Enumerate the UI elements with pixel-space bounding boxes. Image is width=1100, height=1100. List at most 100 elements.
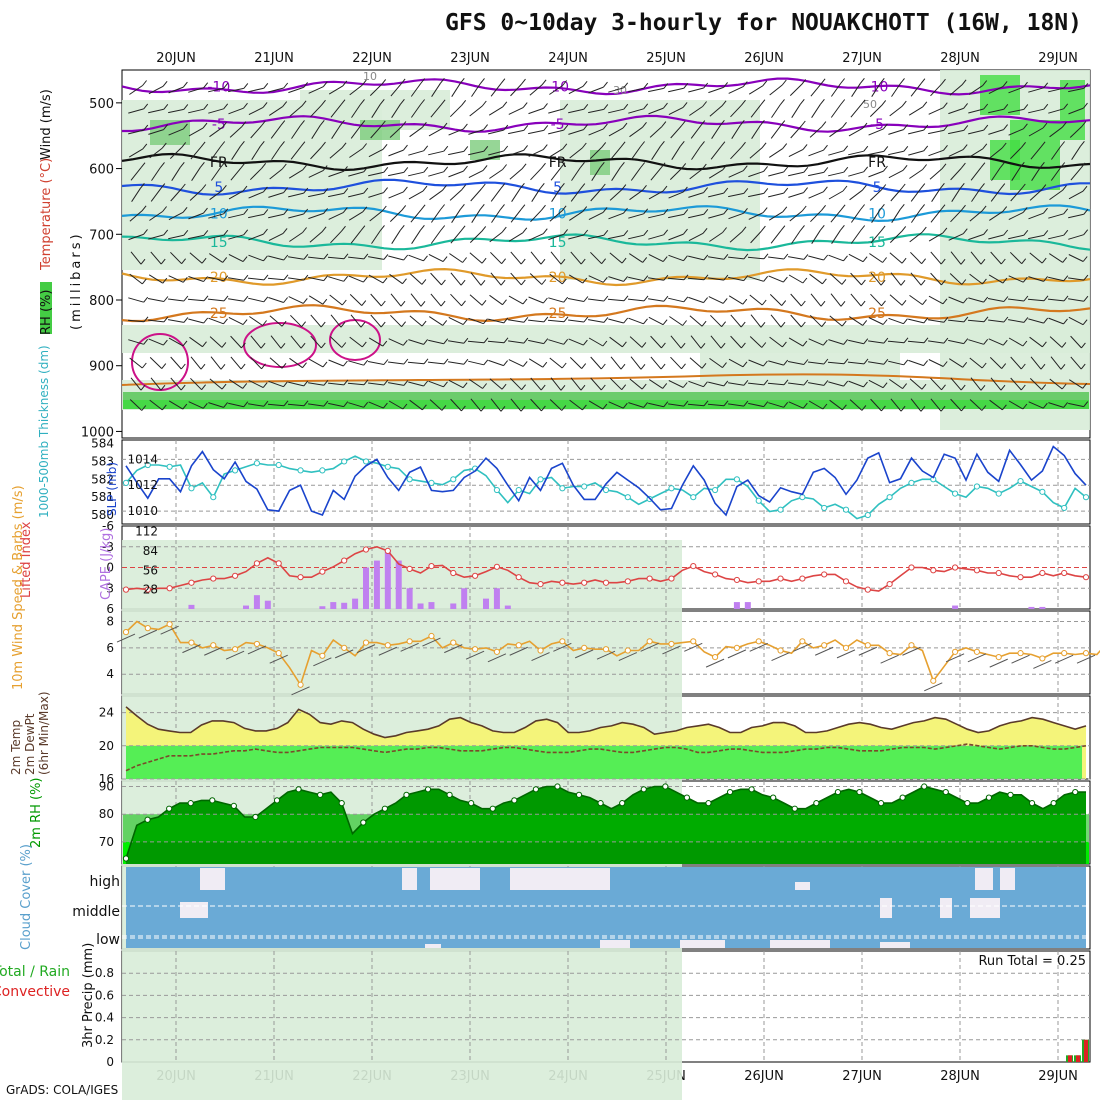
- wind-barb-flag: [283, 187, 288, 193]
- wind-barb-flag: [242, 185, 248, 192]
- wind-barb: [330, 104, 342, 118]
- wind-barb-flag: [543, 103, 548, 109]
- wind-barb-flag: [1063, 318, 1068, 325]
- wind-barb-flag: [323, 253, 329, 260]
- wind-barb-flag: [280, 141, 285, 147]
- wind-barb-flag: [880, 203, 885, 210]
- wind-barb-flag: [821, 121, 827, 127]
- wind-barb-flag: [803, 379, 809, 386]
- wind-barb-flag: [800, 321, 806, 328]
- wind-barb-flag: [183, 123, 188, 130]
- wind-barb-flag: [220, 162, 225, 168]
- wind-barb-flag: [140, 182, 145, 189]
- wind-barb-flag: [803, 187, 808, 193]
- wind-barb-flag: [983, 316, 989, 323]
- wind-speed-line-marker: [973, 648, 981, 655]
- wind-barb-flag: [482, 165, 488, 171]
- wind-barb-flag: [1001, 142, 1007, 149]
- wind-barb-flag: [302, 227, 307, 233]
- wind-barb-flag: [462, 257, 467, 263]
- wind-barb-flag: [561, 205, 567, 212]
- wind-barb-flag: [520, 182, 525, 189]
- wind-barb: [949, 273, 963, 285]
- wind-barb: [1028, 276, 1044, 282]
- wind-barb: [590, 377, 602, 391]
- wind-barb: [231, 146, 241, 160]
- wind-barb: [948, 149, 964, 157]
- wind-barb: [928, 359, 944, 367]
- wind-barb: [1069, 126, 1083, 138]
- wind-barb: [828, 190, 844, 200]
- surface-barb: [705, 658, 725, 668]
- wind-barb-flag: [383, 402, 388, 409]
- wind-barb: [428, 150, 444, 156]
- wind-barb-flag: [463, 337, 469, 344]
- wind-barb: [368, 337, 384, 347]
- wind-barb-flag: [183, 295, 189, 302]
- wind-barb: [408, 190, 424, 200]
- wind-barb-flag: [223, 103, 229, 110]
- wind-tick: 8: [106, 615, 114, 629]
- wind-barb: [347, 382, 365, 386]
- wind-barb: [330, 230, 342, 244]
- wind-barb-flag: [980, 183, 985, 189]
- wind-barb-flag: [923, 124, 929, 131]
- wind-barb: [628, 108, 644, 114]
- wind-barb: [348, 256, 364, 260]
- wind-barb-flag: [243, 102, 248, 109]
- wind-barb: [668, 254, 684, 262]
- wind-barb: [769, 294, 783, 306]
- wind-barb: [170, 377, 182, 391]
- wind-barb: [488, 359, 504, 367]
- wind-barb: [408, 254, 424, 262]
- wind-barb: [829, 126, 843, 138]
- cloud-level-label: low: [96, 932, 120, 948]
- precip-conv-bar: [1084, 1039, 1088, 1062]
- wind-barb: [268, 380, 284, 388]
- cape-bar: [450, 603, 457, 609]
- wind-barb: [388, 400, 404, 410]
- rh-line-marker: [166, 805, 173, 812]
- wind-barb-flag: [460, 225, 466, 232]
- wind-speed-line-marker: [711, 654, 719, 661]
- wind-barb-flag: [522, 361, 528, 367]
- wind-barb-flag: [340, 119, 345, 126]
- wind-barb: [648, 190, 664, 200]
- wind-barb: [948, 129, 964, 135]
- wind-speed-line-marker: [384, 642, 391, 649]
- lifted-index-line-marker: [951, 564, 959, 571]
- rh-line-marker: [877, 800, 885, 807]
- wind-barb: [990, 251, 1002, 265]
- wind-barb-flag: [860, 204, 865, 210]
- lifted-index-line-marker: [122, 586, 130, 593]
- wind-barb-flag: [920, 183, 926, 189]
- wind-barb-flag: [722, 227, 727, 233]
- x-tick-bottom: 29JUN: [1038, 1069, 1078, 1084]
- y-tick-label-upper: 800: [89, 294, 114, 309]
- wind-barb-flag: [303, 208, 309, 215]
- thickness-line-marker: [908, 479, 915, 486]
- wind-barb: [609, 336, 623, 348]
- lifted-index-line-marker: [515, 574, 522, 581]
- wind-barb: [210, 146, 222, 160]
- wind-barb: [209, 378, 223, 390]
- wind-barb: [508, 359, 524, 367]
- rh-shade-mid: [360, 120, 400, 140]
- wind-barb-flag: [980, 162, 986, 169]
- wind-barb-flag: [583, 339, 588, 346]
- wind-barb: [388, 255, 404, 261]
- wind-barb: [228, 190, 244, 200]
- wind-barb-flag: [720, 119, 725, 126]
- wind-barb-flag: [701, 163, 707, 170]
- wind-barb-flag: [503, 124, 509, 131]
- wind-barb-flag: [640, 141, 645, 147]
- wind-barb-flag: [663, 102, 668, 109]
- wind-barb-flag: [703, 274, 709, 281]
- wind-barb: [168, 275, 184, 283]
- wind-speed-line-marker: [1082, 650, 1090, 657]
- wind-barb-flag: [963, 103, 968, 109]
- wind-barb-flag: [940, 204, 946, 211]
- thickness-line-marker: [188, 485, 195, 492]
- cloud-level-label: middle: [72, 904, 120, 920]
- wind-barb-flag: [520, 405, 526, 412]
